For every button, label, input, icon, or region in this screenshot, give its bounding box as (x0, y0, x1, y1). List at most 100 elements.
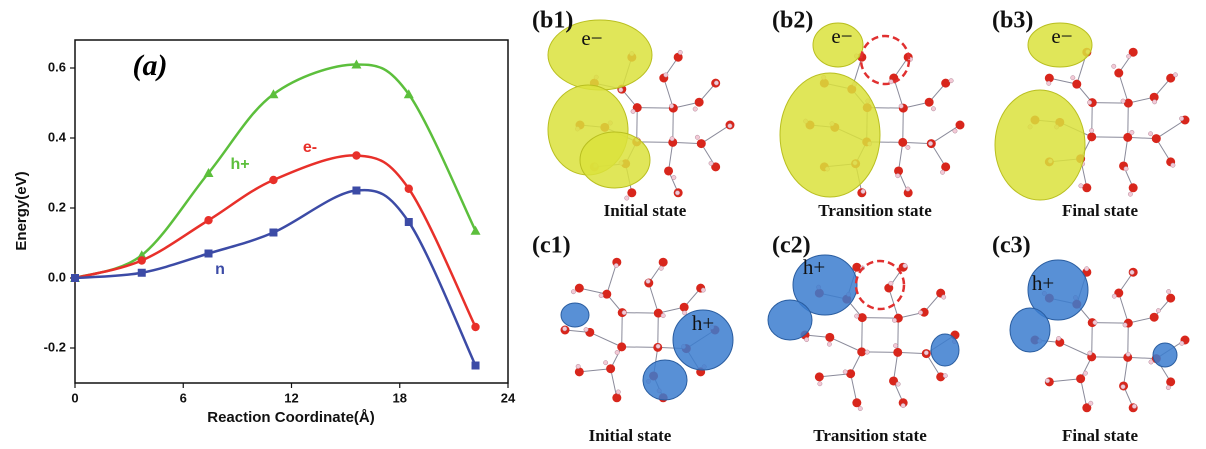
x-axis-label: Reaction Coordinate(Å) (207, 409, 375, 426)
atom-h (1070, 75, 1076, 81)
atom-h (669, 103, 674, 109)
bond (862, 317, 899, 319)
bond (1080, 378, 1088, 408)
atom-o (574, 283, 584, 293)
bond (657, 313, 659, 348)
atom-o (1044, 73, 1054, 83)
panel-caption: Transition state (818, 201, 932, 220)
atom-o (1128, 47, 1138, 57)
charge-density (930, 333, 960, 367)
data-point (471, 361, 480, 370)
bond (648, 282, 659, 314)
bond (637, 107, 674, 109)
atom-o (673, 52, 683, 62)
atom-h (1122, 322, 1128, 328)
atom-o (1149, 92, 1159, 102)
bond (861, 317, 863, 352)
bond (1118, 292, 1129, 324)
panel: (c1) h+ Initial state (532, 233, 734, 445)
panel: (c2)h+ Transition state (767, 233, 960, 445)
bond (897, 351, 927, 355)
atom-o (612, 393, 622, 403)
atom-o (941, 78, 951, 88)
bond (1156, 119, 1186, 140)
atom-o (852, 262, 862, 272)
atom-h (948, 78, 954, 84)
bond (925, 353, 942, 378)
bond (1092, 322, 1129, 324)
atom-h (931, 106, 936, 112)
atom-o (852, 398, 862, 408)
data-point (269, 228, 278, 237)
bond (1091, 136, 1128, 138)
bond (1155, 138, 1172, 163)
bond (902, 108, 904, 143)
atom-o (1166, 73, 1176, 83)
y-axis-label: Energy(eV) (13, 171, 30, 250)
series-label: h+ (230, 156, 249, 173)
atom-o (1123, 132, 1133, 142)
bond (621, 312, 623, 347)
atom-o (632, 103, 642, 113)
bond (1049, 378, 1081, 383)
atom-h (942, 373, 948, 379)
bond (1091, 322, 1093, 357)
series-label: e- (303, 139, 317, 156)
atom-h (727, 123, 733, 129)
x-tick-label: 0 (71, 390, 78, 405)
series-label: n (215, 261, 225, 278)
bond (1118, 72, 1129, 104)
atom-h (700, 287, 706, 293)
atom-o (889, 376, 899, 386)
atom-h (583, 327, 589, 333)
atom-h (603, 360, 609, 366)
atom-h (708, 160, 714, 166)
atom-h (694, 134, 700, 140)
panel-label: (b3) (992, 8, 1033, 34)
carrier-label: h+ (1032, 271, 1054, 295)
panel: (b1) e− Initial state (532, 8, 735, 220)
charge-density (579, 131, 651, 189)
atom-o (936, 372, 946, 382)
bond (1127, 103, 1129, 138)
chart-a: (a) Reaction Coordinate(Å) Energy(eV) 0 6… (13, 39, 516, 426)
atom-h (1089, 128, 1095, 134)
data-point (137, 256, 146, 265)
atom-h (1125, 351, 1131, 357)
atom-o (1082, 183, 1092, 193)
atom-o (941, 162, 951, 172)
atom-o (955, 120, 965, 130)
panel-label: (c3) (992, 233, 1031, 259)
atom-h (1087, 350, 1093, 356)
panels: (b1) e− Initial state (b2) e− Transition stat… (532, 8, 1190, 445)
atom-o (814, 372, 824, 382)
bond (1123, 137, 1129, 167)
y-tick-label: 0.0 (48, 269, 66, 284)
bond (1127, 136, 1157, 140)
data-point (470, 225, 481, 235)
atom-o (857, 313, 867, 323)
x-tick-label: 24 (501, 390, 516, 405)
atom-h (895, 381, 901, 387)
panel-label: (b1) (532, 8, 573, 34)
y-tick-label: 0.4 (48, 129, 67, 144)
atom-o (696, 139, 706, 149)
atom-h (1166, 289, 1172, 294)
atom-h (905, 144, 911, 150)
atom-h (1129, 269, 1135, 275)
atom-h (860, 188, 866, 194)
charge-density (812, 22, 864, 68)
bond (897, 318, 899, 353)
atom-o (924, 97, 934, 107)
data-point (136, 250, 147, 260)
atom-h (663, 72, 669, 78)
atom-o (658, 257, 668, 267)
atom-h (575, 363, 581, 369)
panel: (c3)h+ Final state (992, 233, 1190, 445)
atom-h (660, 313, 666, 319)
atom-h (1120, 98, 1126, 104)
atom-h (624, 195, 630, 201)
charge-density (672, 309, 734, 371)
atom-h (645, 278, 651, 284)
